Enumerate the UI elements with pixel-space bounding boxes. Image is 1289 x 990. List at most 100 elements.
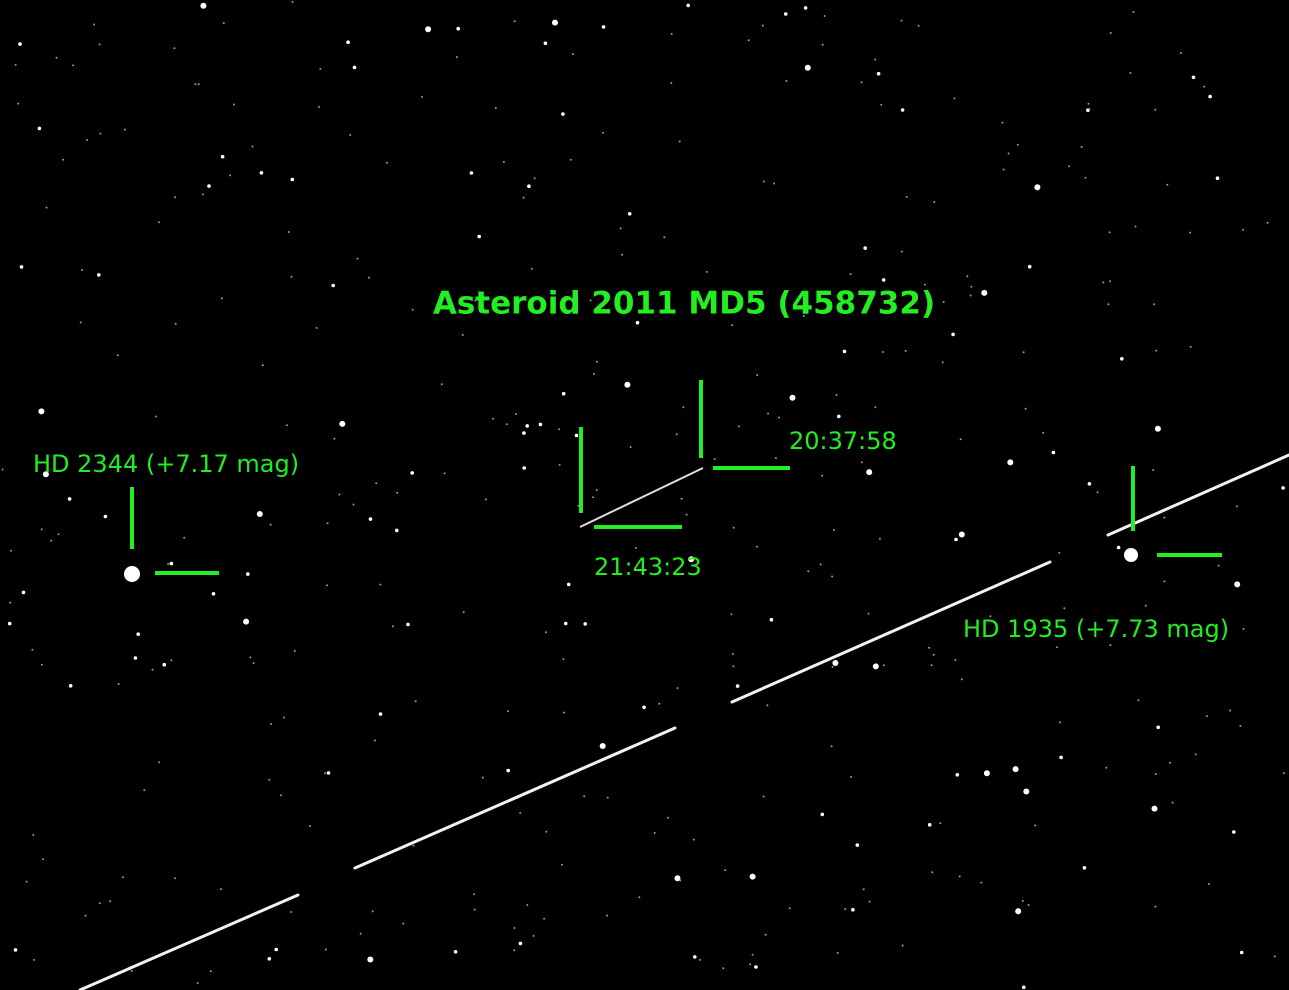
star bbox=[675, 433, 678, 436]
star bbox=[1281, 486, 1285, 490]
star bbox=[1235, 505, 1238, 508]
asteroid-trail bbox=[579, 467, 704, 528]
star bbox=[624, 381, 631, 388]
star bbox=[862, 888, 865, 891]
star bbox=[293, 650, 296, 652]
star bbox=[169, 561, 174, 566]
star bbox=[831, 666, 834, 668]
star bbox=[261, 364, 264, 367]
star bbox=[17, 102, 20, 105]
star bbox=[583, 622, 587, 626]
star bbox=[157, 221, 160, 224]
star bbox=[942, 301, 945, 303]
star bbox=[561, 863, 563, 866]
star bbox=[881, 278, 886, 282]
star bbox=[831, 575, 834, 578]
star bbox=[1, 468, 4, 471]
star bbox=[832, 529, 835, 531]
star bbox=[67, 497, 72, 501]
star-label: HD 1935 (+7.73 mag) bbox=[963, 615, 1229, 643]
star bbox=[755, 545, 758, 548]
star bbox=[121, 876, 124, 879]
star bbox=[1189, 345, 1192, 348]
star bbox=[1109, 280, 1111, 283]
star bbox=[349, 134, 352, 136]
star bbox=[1108, 231, 1111, 234]
star bbox=[563, 621, 568, 626]
star bbox=[25, 880, 28, 883]
star bbox=[309, 825, 311, 828]
star bbox=[870, 437, 873, 439]
star bbox=[385, 161, 388, 164]
star bbox=[699, 958, 702, 961]
star bbox=[287, 231, 290, 233]
star bbox=[860, 81, 863, 84]
star bbox=[900, 108, 905, 112]
star bbox=[688, 556, 695, 563]
star bbox=[1034, 824, 1037, 827]
star bbox=[99, 132, 102, 135]
star bbox=[558, 463, 561, 466]
time-label: 20:37:58 bbox=[789, 427, 897, 455]
star bbox=[558, 428, 561, 431]
star bbox=[1022, 351, 1025, 354]
star bbox=[1080, 145, 1083, 148]
star bbox=[527, 184, 531, 188]
star bbox=[601, 131, 604, 134]
bright-star bbox=[1124, 548, 1138, 562]
star bbox=[1153, 303, 1155, 306]
star bbox=[183, 536, 186, 539]
star bbox=[525, 424, 529, 428]
star bbox=[1156, 725, 1160, 730]
star bbox=[666, 816, 669, 819]
star bbox=[595, 489, 598, 492]
star bbox=[1096, 491, 1099, 494]
star bbox=[830, 745, 833, 748]
star bbox=[526, 904, 529, 906]
star bbox=[174, 322, 177, 325]
star-label: HD 2344 (+7.17 mag) bbox=[33, 450, 299, 478]
star bbox=[270, 723, 273, 726]
star bbox=[1266, 221, 1269, 224]
star bbox=[747, 39, 750, 42]
star bbox=[200, 2, 207, 9]
star bbox=[315, 326, 318, 329]
star bbox=[368, 517, 373, 521]
star bbox=[338, 493, 341, 496]
star bbox=[679, 879, 682, 882]
star bbox=[562, 658, 565, 661]
star bbox=[592, 496, 595, 499]
star bbox=[324, 948, 327, 951]
star bbox=[692, 838, 695, 841]
star bbox=[41, 858, 44, 861]
star bbox=[136, 632, 140, 636]
star bbox=[252, 662, 255, 665]
star bbox=[970, 285, 973, 288]
star bbox=[196, 982, 199, 984]
star bbox=[532, 934, 535, 937]
star bbox=[900, 250, 903, 253]
star bbox=[173, 47, 176, 50]
star bbox=[494, 107, 497, 109]
star bbox=[928, 646, 931, 649]
star bbox=[378, 712, 383, 716]
star bbox=[851, 907, 855, 912]
star bbox=[680, 497, 683, 500]
star bbox=[481, 776, 484, 779]
star bbox=[1171, 801, 1174, 804]
star bbox=[867, 612, 870, 615]
star bbox=[1027, 904, 1030, 906]
star bbox=[455, 56, 458, 59]
star bbox=[1229, 709, 1231, 712]
star bbox=[774, 457, 777, 460]
star bbox=[207, 184, 211, 188]
star bbox=[927, 823, 932, 827]
star bbox=[10, 549, 12, 552]
star bbox=[1034, 184, 1041, 191]
star bbox=[1107, 303, 1110, 306]
star bbox=[50, 539, 53, 542]
star bbox=[1234, 581, 1241, 588]
star bbox=[290, 275, 293, 278]
star bbox=[705, 270, 708, 273]
